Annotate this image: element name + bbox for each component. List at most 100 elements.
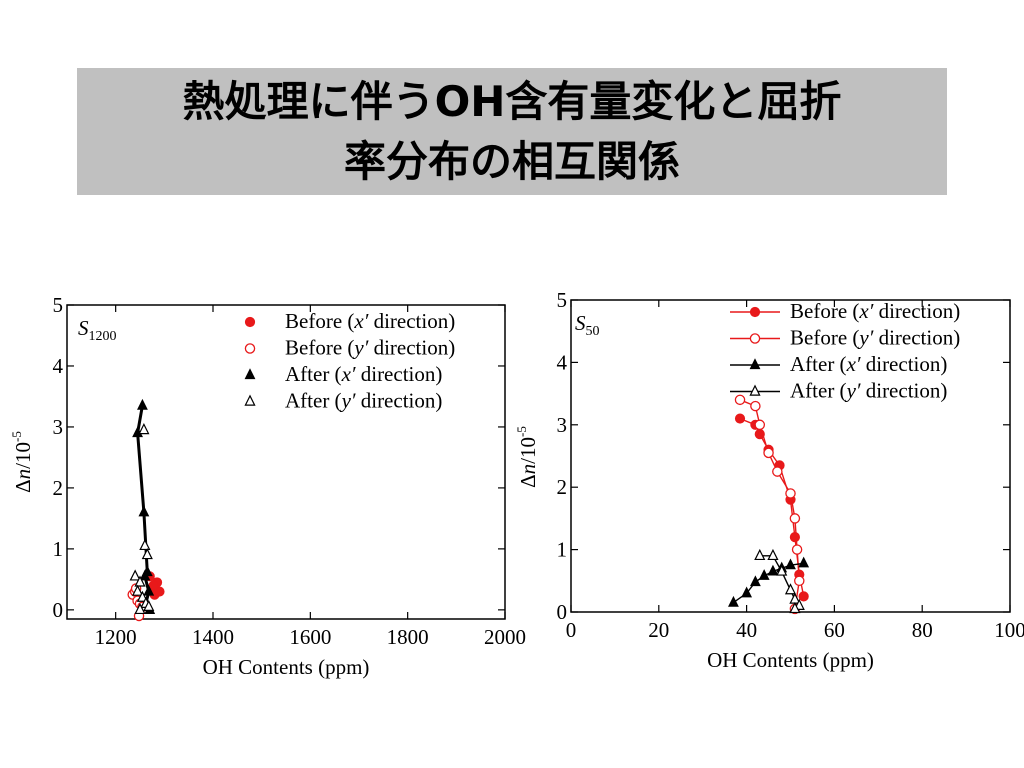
data-point	[789, 513, 801, 524]
data-point	[749, 333, 761, 344]
legend-entry: After (y′ direction)	[730, 379, 947, 403]
data-point	[141, 548, 153, 560]
x-tick-label: 100	[994, 618, 1024, 642]
y-axis-title: Δn/10-5	[514, 426, 540, 488]
y-tick-label: 2	[557, 475, 568, 499]
x-tick-label: 1400	[192, 625, 234, 649]
x-tick-label: 1800	[387, 625, 429, 649]
y-tick-label: 4	[53, 354, 64, 378]
y-tick-label: 2	[53, 476, 64, 500]
data-point	[772, 466, 783, 477]
panel-label: S50	[575, 311, 600, 339]
data-point	[154, 586, 165, 597]
panel-label: S1200	[78, 316, 117, 344]
data-point	[134, 602, 146, 615]
series-3	[728, 556, 810, 607]
data-point	[798, 591, 809, 602]
data-point	[767, 564, 779, 576]
data-point	[758, 569, 770, 580]
data-point	[789, 532, 800, 543]
data-point	[734, 413, 746, 424]
data-point	[139, 569, 151, 581]
legend-entry: Before (y′ direction)	[244, 336, 455, 360]
data-point	[785, 488, 796, 499]
y-tick-label: 4	[557, 350, 568, 374]
slide-title-box: 熱処理に伴うOH含有量変化と屈折 率分布の相互関係	[77, 68, 947, 195]
legend-entry: After (x′ direction)	[730, 352, 947, 376]
y-tick-label: 1	[53, 537, 64, 561]
data-point	[776, 564, 788, 576]
legend-label: After (y′ direction)	[790, 379, 947, 403]
chart-1: 1200 1400 1600 1800 2000 0 1 2 3 4 5 OH Contents (p…	[9, 293, 526, 679]
data-point	[137, 398, 148, 410]
series-4	[754, 548, 805, 614]
x-axis-title: OH Contents (ppm)	[707, 648, 874, 672]
slide-title-line2: 率分布の相互関係	[343, 136, 680, 186]
data-point	[138, 423, 150, 435]
data-point	[749, 306, 761, 318]
data-point	[750, 400, 761, 412]
legend-entry: After (x′ direction)	[244, 362, 442, 386]
data-point	[134, 575, 146, 587]
data-point	[136, 590, 149, 602]
x-tick-label: 20	[648, 618, 669, 642]
data-point	[728, 595, 739, 607]
legend-label: After (x′ direction)	[285, 362, 442, 386]
x-tick-label: 0	[566, 618, 577, 642]
data-point	[734, 394, 746, 406]
data-point	[754, 548, 766, 561]
data-point	[749, 384, 761, 396]
data-point	[767, 548, 779, 561]
legend-entry: Before (x′ direction)	[244, 309, 455, 333]
series-2	[734, 394, 805, 615]
legend-entry: After (y′ direction)	[244, 389, 442, 413]
x-tick-label: 2000	[484, 625, 526, 649]
data-point	[244, 368, 256, 380]
y-tick-label: 3	[557, 413, 568, 437]
x-tick-label: 1600	[289, 625, 331, 649]
x-axis-title: OH Contents (ppm)	[203, 655, 370, 679]
data-point	[749, 575, 761, 587]
series-line	[739, 399, 801, 610]
x-tick-label: 40	[736, 618, 757, 642]
legend-label: After (x′ direction)	[790, 352, 947, 376]
y-tick-label: 0	[557, 600, 568, 624]
series-4	[129, 423, 155, 615]
data-point	[794, 575, 805, 587]
data-point	[791, 544, 803, 555]
data-point	[244, 316, 256, 328]
data-point	[244, 394, 256, 406]
data-point	[741, 586, 753, 598]
y-tick-label: 5	[557, 288, 568, 312]
y-tick-label: 3	[53, 415, 64, 439]
data-point	[138, 505, 150, 517]
data-point	[143, 584, 155, 596]
data-point	[798, 556, 810, 568]
y-tick-label: 1	[557, 538, 568, 562]
chart-2: 0 20 40 60 80 100 0 1 2 3 4 5 OH Contents (ppm) Δn/10…	[514, 288, 1024, 672]
slide-title-line1: 熱処理に伴うOH含有量変化と屈折	[182, 76, 842, 126]
data-point	[763, 447, 774, 459]
legend-label: Before (y′ direction)	[285, 336, 455, 360]
plot-frame	[66, 304, 506, 620]
data-point	[129, 569, 141, 581]
data-point	[131, 584, 144, 596]
x-tick-label: 60	[824, 618, 845, 642]
data-point	[749, 358, 761, 370]
x-tick-label: 1200	[95, 625, 137, 649]
data-point	[789, 601, 801, 614]
legend-label: Before (y′ direction)	[790, 326, 960, 350]
data-point	[785, 558, 796, 570]
legend-label: Before (x′ direction)	[790, 299, 960, 323]
data-point	[754, 419, 766, 431]
y-tick-label: 5	[53, 293, 64, 317]
legend-label: After (y′ direction)	[285, 389, 442, 413]
legend-label: Before (x′ direction)	[285, 309, 455, 333]
legend-entry: Before (y′ direction)	[730, 326, 960, 350]
data-point	[139, 538, 151, 551]
data-point	[143, 599, 155, 612]
x-tick-label: 80	[912, 618, 933, 642]
y-tick-label: 0	[53, 598, 64, 622]
y-axis-title: Δn/10-5	[9, 431, 35, 493]
